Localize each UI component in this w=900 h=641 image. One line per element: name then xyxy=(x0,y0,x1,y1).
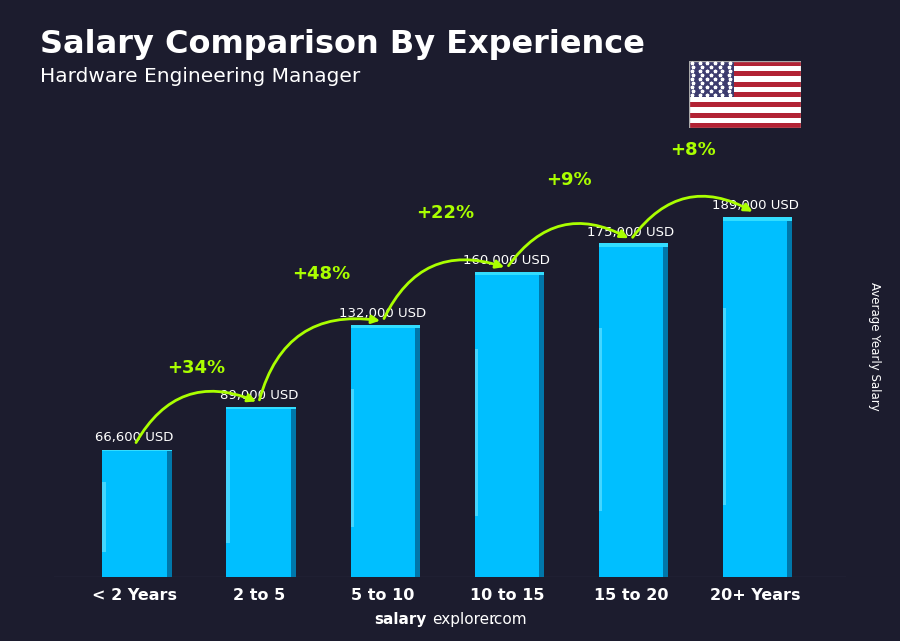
Bar xyxy=(688,97,801,103)
Bar xyxy=(598,246,663,577)
Bar xyxy=(723,308,726,505)
Bar xyxy=(103,451,166,577)
Polygon shape xyxy=(166,451,172,577)
Bar xyxy=(598,244,669,247)
Bar xyxy=(688,61,801,66)
Text: +8%: +8% xyxy=(670,141,716,159)
Bar xyxy=(688,113,801,118)
Text: Hardware Engineering Manager: Hardware Engineering Manager xyxy=(40,67,361,87)
Text: 132,000 USD: 132,000 USD xyxy=(339,307,427,320)
Text: 89,000 USD: 89,000 USD xyxy=(220,388,298,402)
Bar xyxy=(688,61,734,97)
Bar xyxy=(227,408,291,577)
Bar xyxy=(598,328,602,511)
Bar xyxy=(474,349,478,516)
Bar xyxy=(688,123,801,128)
Bar xyxy=(688,66,801,71)
Polygon shape xyxy=(539,274,544,577)
Polygon shape xyxy=(291,408,296,577)
Text: +9%: +9% xyxy=(546,171,591,189)
Bar xyxy=(103,482,105,552)
Text: +48%: +48% xyxy=(292,265,350,283)
Polygon shape xyxy=(788,219,792,577)
Bar xyxy=(474,272,544,276)
Bar xyxy=(688,118,801,123)
Text: Average Yearly Salary: Average Yearly Salary xyxy=(868,282,881,410)
Bar xyxy=(688,103,801,108)
Text: .com: .com xyxy=(490,612,527,627)
Bar xyxy=(103,450,172,451)
Bar xyxy=(350,325,420,328)
Bar xyxy=(474,274,539,577)
Bar xyxy=(688,76,801,81)
Text: 66,600 USD: 66,600 USD xyxy=(95,431,174,444)
Text: 175,000 USD: 175,000 USD xyxy=(588,226,674,238)
Bar xyxy=(688,87,801,92)
Text: +22%: +22% xyxy=(416,204,474,222)
Text: salary: salary xyxy=(374,612,427,627)
Bar xyxy=(350,389,354,527)
Polygon shape xyxy=(663,246,669,577)
Bar xyxy=(350,327,415,577)
Text: +34%: +34% xyxy=(167,359,226,377)
Bar xyxy=(723,217,792,221)
Bar xyxy=(688,71,801,76)
Text: 189,000 USD: 189,000 USD xyxy=(712,199,798,212)
Bar xyxy=(688,81,801,87)
Text: explorer: explorer xyxy=(432,612,495,627)
Text: Salary Comparison By Experience: Salary Comparison By Experience xyxy=(40,29,645,60)
Bar xyxy=(688,108,801,113)
Bar xyxy=(688,92,801,97)
Bar xyxy=(227,451,230,543)
Bar xyxy=(227,407,296,409)
Bar xyxy=(723,219,788,577)
Polygon shape xyxy=(415,327,420,577)
Text: 160,000 USD: 160,000 USD xyxy=(464,254,550,267)
